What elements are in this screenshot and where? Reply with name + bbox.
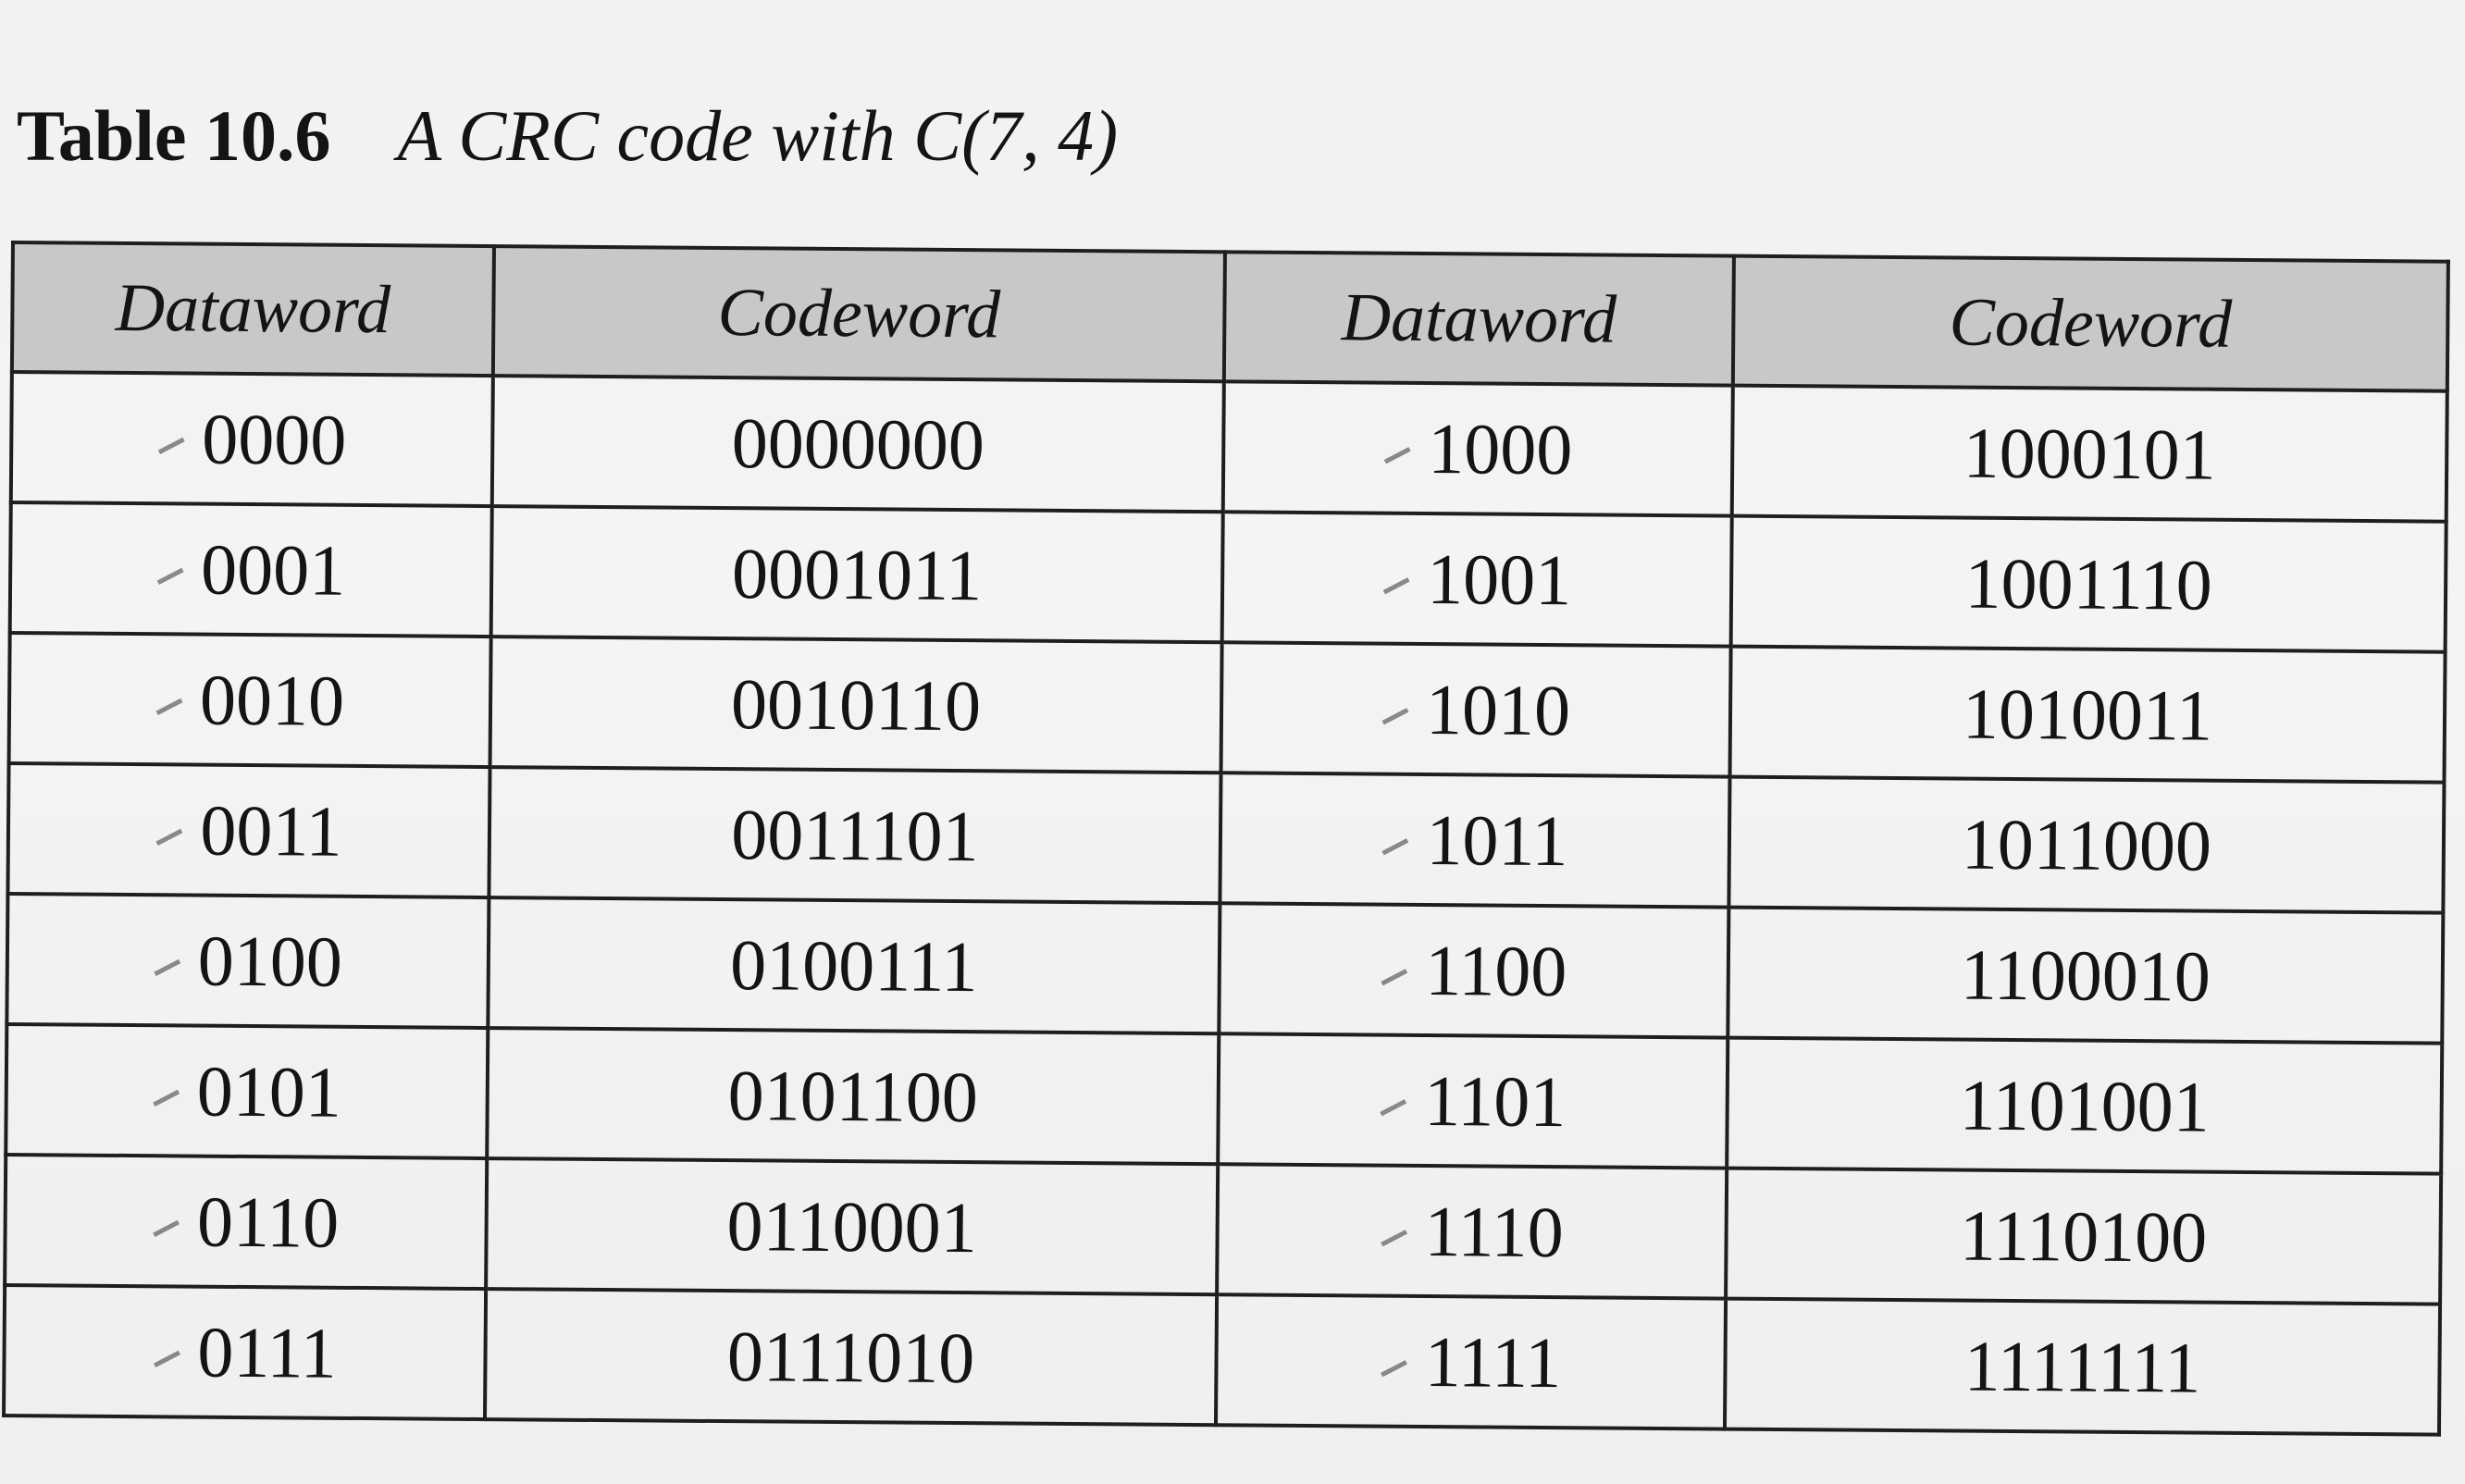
crc-table: Dataword Codeword Dataword Codeword 0000… — [2, 241, 2450, 1437]
dataword-value: 1101 — [1423, 1059, 1567, 1142]
dataword-value: 0100 — [197, 920, 343, 1002]
pen-tick-mark — [153, 1219, 180, 1238]
header-row: Dataword Codeword Dataword Codeword — [11, 242, 2448, 391]
header-dataword: Dataword — [11, 242, 494, 377]
dataword-value: 0110 — [196, 1181, 340, 1263]
pen-tick-mark — [1381, 1230, 1407, 1247]
codeword-cell: 0011101 — [489, 767, 1221, 904]
dataword-cell: 0111 — [4, 1284, 487, 1420]
dataword-cell: 1101 — [1218, 1033, 1728, 1169]
pen-tick-mark — [155, 698, 183, 716]
table-row: 0010 0010110 1010 1010011 — [8, 633, 2446, 783]
dataword-cell: 1111 — [1215, 1294, 1727, 1429]
dataword-value: 1011 — [1426, 798, 1568, 881]
dataword-cell: 0011 — [7, 762, 490, 898]
pen-tick-mark — [153, 1350, 180, 1368]
pen-tick-mark — [1380, 1099, 1407, 1117]
dataword-value: 1100 — [1424, 929, 1567, 1011]
header-codeword: Codeword — [1732, 255, 2448, 391]
dataword-cell: 0110 — [5, 1154, 488, 1290]
dataword-cell: 0100 — [6, 893, 489, 1029]
codeword-cell: 0101100 — [487, 1028, 1220, 1165]
dataword-value: 0101 — [196, 1050, 342, 1132]
codeword-cell: 1001110 — [1730, 515, 2446, 652]
codeword-cell: 0111010 — [485, 1289, 1218, 1426]
codeword-cell: 1000101 — [1731, 385, 2447, 522]
pen-tick-mark — [155, 828, 183, 847]
codeword-cell: 1011000 — [1728, 776, 2445, 913]
dataword-cell: 0000 — [10, 372, 493, 507]
dataword-cell: 0101 — [6, 1023, 489, 1159]
dataword-value: 1111 — [1424, 1320, 1562, 1403]
dataword-cell: 1000 — [1222, 381, 1733, 516]
dataword-cell: 1100 — [1219, 903, 1729, 1038]
table-row: 0111 0111010 1111 1111111 — [4, 1284, 2441, 1435]
codeword-cell: 0001011 — [490, 506, 1223, 643]
dataword-value: 1001 — [1426, 538, 1572, 620]
codeword-cell: 0010110 — [489, 637, 1222, 773]
codeword-cell: 1110100 — [1726, 1168, 2442, 1305]
table-caption: Table 10.6 A CRC code with C(7, 4) — [17, 100, 1118, 172]
table-row: 0011 0011101 1011 1011000 — [7, 762, 2445, 913]
table-number: Table 10.6 — [17, 95, 331, 176]
codeword-cell: 0110001 — [486, 1158, 1219, 1295]
pen-tick-mark — [1383, 447, 1411, 464]
dataword-value: 1000 — [1427, 407, 1573, 489]
dataword-value: 0001 — [200, 528, 346, 611]
dataword-value: 0000 — [201, 398, 347, 480]
table-row: 0110 0110001 1110 1110100 — [5, 1154, 2442, 1305]
codeword-cell: 0000000 — [491, 376, 1224, 513]
dataword-cell: 0010 — [8, 633, 491, 768]
dataword-cell: 1010 — [1220, 642, 1731, 777]
codeword-cell: 1111111 — [1724, 1298, 2441, 1435]
dataword-value: 1110 — [1424, 1190, 1565, 1272]
pen-tick-mark — [1381, 708, 1409, 725]
header-codeword: Codeword — [492, 246, 1225, 382]
dataword-cell: 0001 — [9, 502, 492, 637]
pen-tick-mark — [1382, 577, 1410, 595]
codeword-cell: 1100010 — [1728, 907, 2444, 1044]
table-row: 0001 0001011 1001 1001110 — [9, 502, 2446, 652]
dataword-cell: 1110 — [1217, 1164, 1728, 1299]
table-row: 0000 0000000 1000 1000101 — [10, 372, 2447, 522]
pen-tick-mark — [154, 958, 181, 977]
header-dataword: Dataword — [1223, 252, 1734, 386]
pen-tick-mark — [157, 437, 185, 455]
dataword-value: 0010 — [199, 659, 345, 741]
table-row: 0101 0101100 1101 1101001 — [6, 1023, 2443, 1174]
dataword-cell: 1001 — [1221, 512, 1732, 647]
table-title: A CRC code with C(7, 4) — [397, 95, 1119, 176]
dataword-value: 0111 — [197, 1311, 338, 1393]
table-row: 0100 0100111 1100 1100010 — [6, 893, 2444, 1044]
pen-tick-mark — [1381, 838, 1409, 856]
pen-tick-mark — [153, 1089, 180, 1107]
dataword-value: 1010 — [1425, 668, 1571, 750]
codeword-cell: 1010011 — [1729, 646, 2446, 783]
pen-tick-mark — [156, 567, 184, 586]
codeword-cell: 0100111 — [488, 897, 1220, 1034]
pen-tick-mark — [1381, 969, 1408, 986]
dataword-value: 0011 — [200, 789, 342, 872]
codeword-cell: 1101001 — [1727, 1037, 2443, 1174]
pen-tick-mark — [1381, 1360, 1408, 1378]
dataword-cell: 1011 — [1220, 773, 1730, 908]
